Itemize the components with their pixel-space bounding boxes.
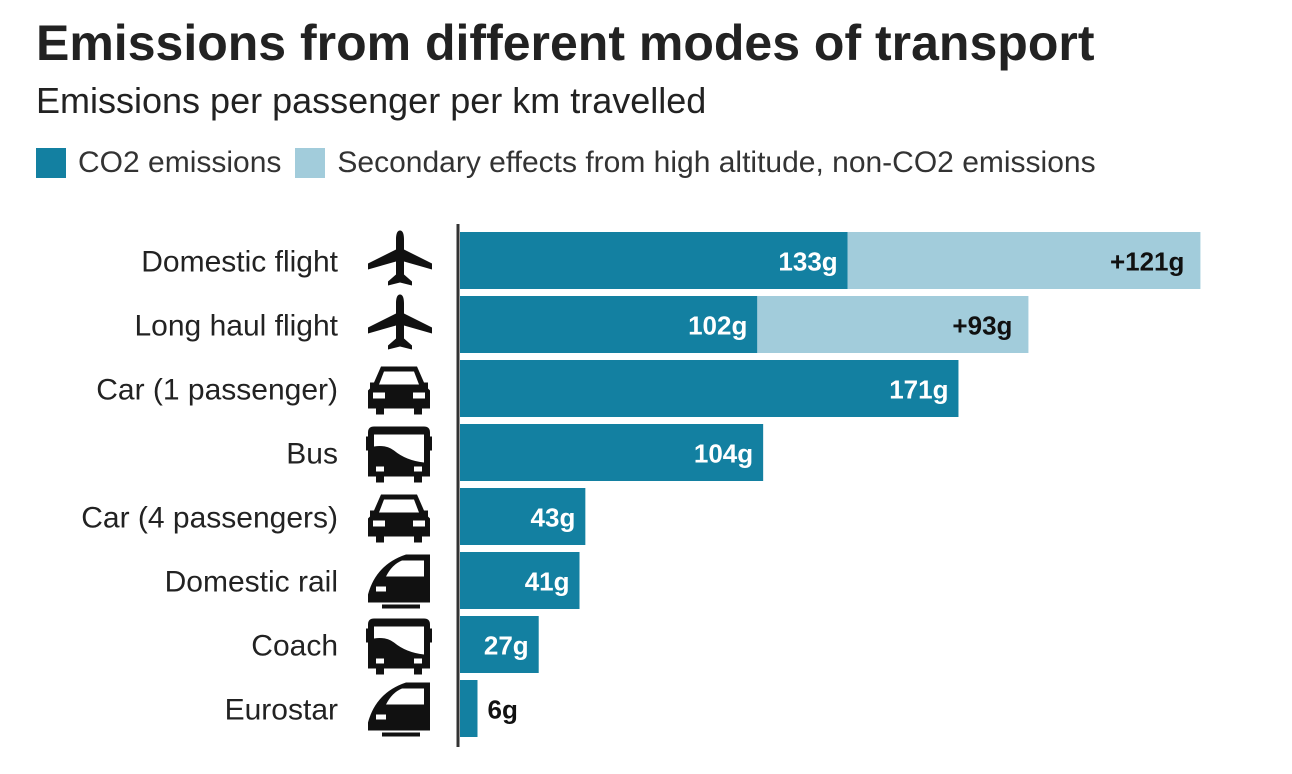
category-label: Domestic flight [141, 246, 338, 279]
category-label: Car (4 passengers) [81, 502, 338, 535]
bar-chart: Domestic flight 133g +121g Long haul flight… [81, 224, 1201, 747]
train-icon [368, 682, 430, 737]
legend-item-co2: CO2 emissions [36, 146, 281, 180]
category-label: Bus [286, 438, 338, 471]
legend-label-co2: CO2 emissions [78, 146, 282, 179]
data-label: 102g [688, 311, 747, 341]
data-label: +93g [952, 311, 1012, 341]
data-label: +121g [1110, 247, 1184, 277]
plane-icon [368, 230, 432, 286]
data-label: 171g [889, 375, 948, 405]
bus-icon [366, 426, 432, 483]
category-label: Coach [251, 630, 338, 663]
data-label: 41g [525, 567, 570, 597]
train-icon [368, 554, 430, 609]
data-label: 133g [778, 247, 837, 277]
bar-co2 [460, 552, 580, 609]
plane-icon [368, 294, 432, 350]
legend-swatch-co2 [36, 148, 66, 178]
bar-secondary [757, 296, 1029, 353]
data-label: 43g [531, 503, 576, 533]
legend-swatch-secondary [295, 148, 326, 178]
legend-item-secondary: Secondary effects from high altitude, no… [295, 146, 1096, 180]
bus-icon [366, 618, 432, 675]
category-label: Eurostar [225, 694, 338, 727]
bar-co2 [460, 616, 539, 673]
car-icon [368, 366, 430, 415]
category-label: Domestic rail [165, 566, 338, 599]
legend-label-secondary: Secondary effects from high altitude, no… [337, 146, 1096, 179]
bar-co2 [460, 232, 848, 289]
category-label: Car (1 passenger) [96, 374, 338, 407]
chart-title: Emissions from different modes of transp… [36, 15, 1095, 71]
data-label: 104g [694, 439, 753, 469]
car-icon [368, 494, 430, 543]
data-label: 27g [484, 631, 529, 661]
bar-co2 [460, 680, 478, 737]
bar-co2 [460, 360, 959, 417]
legend: CO2 emissions Secondary effects from hig… [36, 146, 1110, 180]
data-label: 6g [487, 695, 517, 725]
bar-co2 [460, 424, 764, 481]
bar-secondary [847, 232, 1201, 289]
bar-co2 [460, 296, 758, 353]
category-label: Long haul flight [135, 310, 339, 343]
chart-subtitle: Emissions per passenger per km travelled [36, 80, 707, 121]
bar-co2 [460, 488, 586, 545]
